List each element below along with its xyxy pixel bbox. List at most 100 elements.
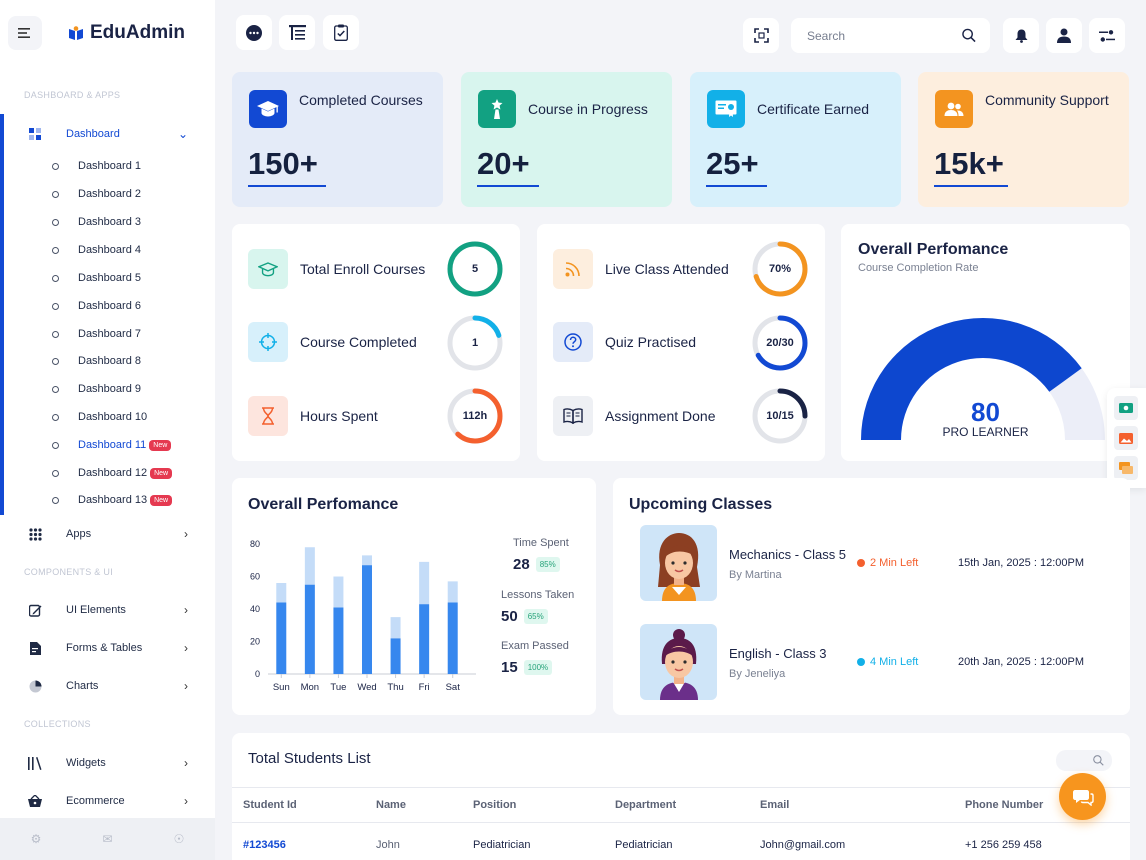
chat-icon: [1072, 789, 1094, 806]
nav-ui-elements[interactable]: UI Elements ›: [28, 600, 188, 620]
sidebar-item-dashboard-1[interactable]: Dashboard 1: [52, 157, 141, 175]
nav-widgets[interactable]: Widgets ›: [28, 753, 188, 773]
column-header-name[interactable]: Name: [376, 799, 406, 811]
nav-charts[interactable]: Charts ›: [28, 676, 188, 696]
board-button[interactable]: [279, 15, 315, 50]
nav-dashboard-label: Dashboard: [66, 128, 120, 140]
sidebar-item-dashboard-2[interactable]: Dashboard 2: [52, 185, 141, 203]
bullet-icon: [52, 302, 59, 310]
nav-charts-label: Charts: [66, 680, 99, 692]
active-indicator: [0, 114, 4, 515]
search-input[interactable]: [807, 28, 962, 43]
column-header-department[interactable]: Department: [615, 799, 677, 811]
column-header-email[interactable]: Email: [760, 799, 790, 811]
stat-card-community: Community Support 15k+: [918, 72, 1129, 207]
money-icon[interactable]: [1114, 396, 1138, 420]
sidebar-item-dashboard-9[interactable]: Dashboard 9: [52, 380, 141, 398]
stat-icon-box: [249, 90, 287, 128]
metric-label: Live Class Attended: [605, 261, 729, 277]
search-icon[interactable]: [962, 28, 976, 43]
ring-value: 20/30: [766, 337, 794, 349]
sidebar-item-dashboard-5[interactable]: Dashboard 5: [52, 269, 141, 287]
customizer-button[interactable]: [1089, 18, 1125, 53]
exam-passed-value: 15 100%: [501, 659, 553, 676]
side-tools: [1107, 388, 1146, 488]
status-dot: [857, 658, 865, 666]
class-item[interactable]: English - Class 3 By Jeneliya 4 Min Left…: [640, 624, 1110, 700]
nav-dashboard[interactable]: Dashboard ⌄: [28, 124, 188, 144]
brand-logo[interactable]: EduAdmin: [68, 22, 185, 44]
slides-icon[interactable]: [1114, 456, 1138, 480]
sidebar-item-label: Dashboard 6: [78, 300, 141, 312]
nav-ecommerce[interactable]: Ecommerce ›: [28, 791, 188, 811]
metric-enroll: Total Enroll Courses: [248, 249, 508, 289]
sidebar-item-dashboard-4[interactable]: Dashboard 4: [52, 241, 141, 259]
bullet-icon: [52, 246, 59, 254]
table-search[interactable]: [1056, 750, 1112, 771]
chevron-right-icon: ›: [184, 756, 188, 770]
sidebar-item-dashboard-6[interactable]: Dashboard 6: [52, 297, 141, 315]
metrics-panel-right: Live Class Attended 70% Quiz Practised 2…: [537, 224, 825, 461]
class-item[interactable]: Mechanics - Class 5 By Martina 2 Min Lef…: [640, 525, 1110, 601]
nav-ecommerce-label: Ecommerce: [66, 795, 125, 807]
nav-apps[interactable]: Apps ›: [28, 524, 188, 544]
sidebar-item-dashboard-12[interactable]: Dashboard 12 New: [52, 464, 173, 482]
bar-segment: [304, 584, 315, 674]
x-tick-label: Fri: [419, 682, 430, 693]
sidebar-item-dashboard-11[interactable]: Dashboard 11 New: [52, 436, 172, 454]
column-header-phone[interactable]: Phone Number: [965, 799, 1044, 811]
sidebar-item-dashboard-13[interactable]: Dashboard 13 New: [52, 491, 173, 509]
status-dot: [857, 559, 865, 567]
settings-icon[interactable]: ⚙: [30, 832, 42, 846]
notifications-button[interactable]: [1003, 18, 1039, 53]
metric-icon-box: [553, 322, 593, 362]
sidebar-item-label: Dashboard 5: [78, 272, 141, 284]
summary-pill: 100%: [523, 660, 553, 675]
time-left-text: 2 Min Left: [870, 557, 919, 569]
class-time-left: 4 Min Left: [857, 656, 918, 668]
ring-progress: [752, 315, 808, 371]
performance-gauge-panel: Overall Perfomance Course Completion Rat…: [841, 224, 1130, 461]
time-spent-value: 28 85%: [513, 556, 560, 573]
bullet-icon: [52, 441, 59, 449]
stat-label: Completed Courses: [299, 92, 423, 108]
ring-value: 10/15: [766, 410, 794, 422]
fullscreen-button[interactable]: [743, 18, 779, 53]
bullet-icon: [52, 218, 59, 226]
mail-icon[interactable]: ✉: [102, 832, 113, 846]
nav-forms-tables[interactable]: Forms & Tables ›: [28, 638, 188, 658]
ring-completed: 1: [446, 314, 504, 372]
avatar: [640, 525, 717, 601]
sidebar-item-label: Dashboard 11: [78, 439, 147, 451]
stat-card-progress: Course in Progress 20+: [461, 72, 672, 207]
x-tick-label: Sun: [273, 682, 290, 693]
sidebar-item-dashboard-3[interactable]: Dashboard 3: [52, 213, 141, 231]
lessons-taken-value: 50 65%: [501, 608, 548, 625]
sidebar-item-dashboard-7[interactable]: Dashboard 7: [52, 325, 141, 343]
x-tick-label: Wed: [357, 682, 376, 693]
clipboard-button[interactable]: [323, 15, 359, 50]
bar-segment: [447, 602, 458, 674]
section-label-dashboard: DASHBOARD & APPS: [24, 90, 121, 100]
gauge-fill: [861, 318, 1082, 440]
upcoming-classes-panel: Upcoming Classes Mechanics - Class 5 By …: [613, 478, 1130, 715]
profile-button[interactable]: [1046, 18, 1082, 53]
student-id-cell[interactable]: #123456: [243, 839, 286, 851]
sidebar-item-label: Dashboard 4: [78, 244, 141, 256]
student-email-cell: John@gmail.com: [760, 839, 846, 851]
sidebar-item-dashboard-10[interactable]: Dashboard 10: [52, 408, 147, 426]
column-header-student-id[interactable]: Student Id: [243, 799, 297, 811]
image-icon[interactable]: [1114, 426, 1138, 450]
fullscreen-icon: [753, 28, 769, 43]
stat-underline: [706, 185, 767, 187]
menu-toggle-button[interactable]: [8, 16, 42, 50]
chat-fab-button[interactable]: [1059, 773, 1106, 820]
chat-bubble-button[interactable]: [236, 15, 272, 50]
bar-segment: [333, 607, 344, 674]
student-department-cell: Pediatrician: [615, 839, 673, 851]
y-tick-label: 0: [255, 669, 260, 679]
sidebar-item-dashboard-8[interactable]: Dashboard 8: [52, 352, 141, 370]
column-header-position[interactable]: Position: [473, 799, 517, 811]
power-icon[interactable]: ☉: [173, 832, 185, 846]
metric-icon-box: [553, 396, 593, 436]
